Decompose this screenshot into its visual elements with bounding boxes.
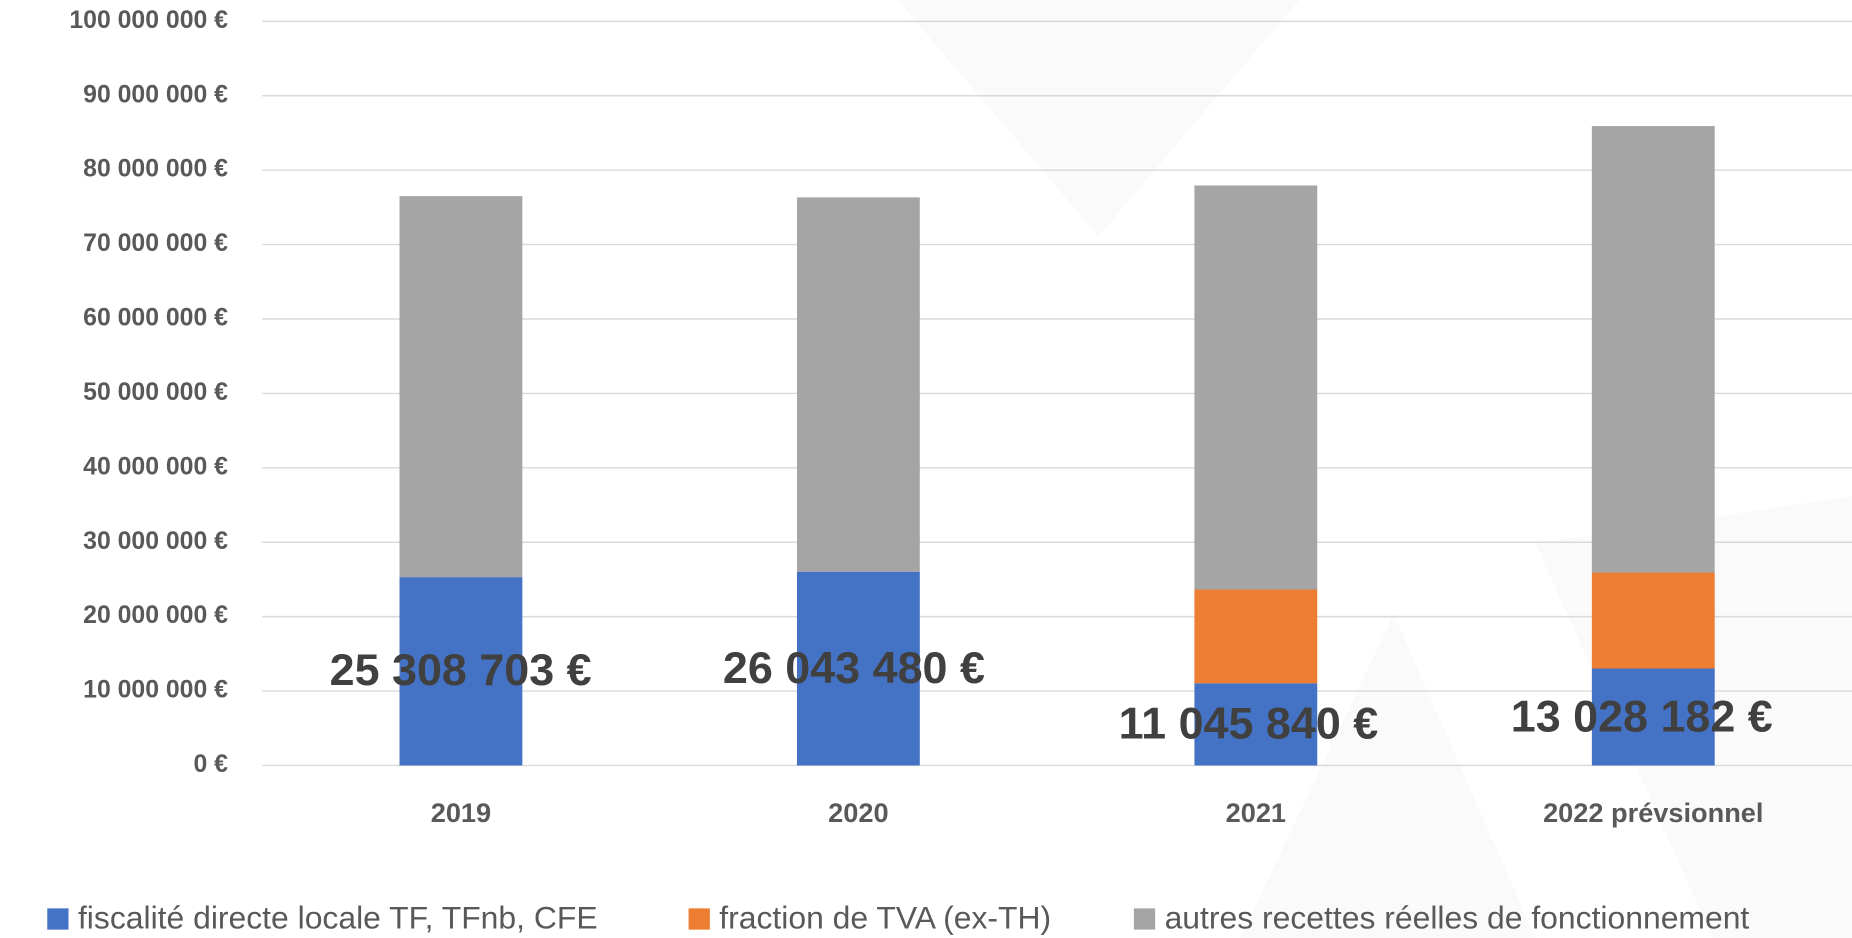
y-tick-label: 30 000 000 € (83, 528, 228, 555)
data-label: 11 045 840 € (1119, 697, 1379, 748)
bar-segment (399, 577, 523, 766)
data-label: 26 043 480 € (723, 642, 985, 693)
bar-segment (1591, 572, 1715, 669)
y-tick-label: 100 000 000 € (69, 7, 228, 34)
decor (1240, 614, 1536, 938)
legend-label: autres recettes réelles de fonctionnemen… (1165, 900, 1750, 936)
y-tick-label: 80 000 000 € (83, 156, 228, 183)
x-tick-label: 2021 (1226, 797, 1286, 828)
legend-swatch (47, 908, 69, 930)
x-tick-label: 2019 (431, 797, 491, 828)
bar-segment (1591, 668, 1715, 766)
legend-label: fraction de TVA (ex-TH) (719, 900, 1051, 936)
y-tick-label: 90 000 000 € (83, 81, 228, 108)
y-tick-label: 20 000 000 € (83, 602, 228, 629)
x-tick-label: 2022 prévsionnel (1543, 797, 1763, 828)
y-tick-label: 40 000 000 € (83, 453, 228, 480)
x-tick-label: 2020 (828, 797, 888, 828)
data-label: 13 028 182 € (1511, 690, 1773, 741)
bar-segment (796, 197, 920, 572)
bar-segment (796, 571, 920, 766)
legend-swatch (1133, 908, 1156, 930)
legend-label: fiscalité directe locale TF, TFnb, CFE (78, 900, 598, 936)
y-tick-label: 0 € (193, 751, 228, 778)
bar-segment (1194, 589, 1318, 684)
bar-segment (1194, 683, 1318, 766)
decor (897, 0, 1300, 237)
data-label: 25 308 703 € (330, 644, 592, 695)
y-tick-label: 70 000 000 € (83, 230, 228, 257)
y-tick-label: 50 000 000 € (83, 379, 228, 406)
bar-segment (1591, 126, 1715, 573)
bar-segment (1194, 185, 1318, 590)
y-tick-label: 60 000 000 € (83, 305, 228, 332)
legend-swatch (688, 908, 710, 930)
y-tick-label: 10 000 000 € (83, 677, 228, 704)
bar-segment (399, 196, 523, 578)
